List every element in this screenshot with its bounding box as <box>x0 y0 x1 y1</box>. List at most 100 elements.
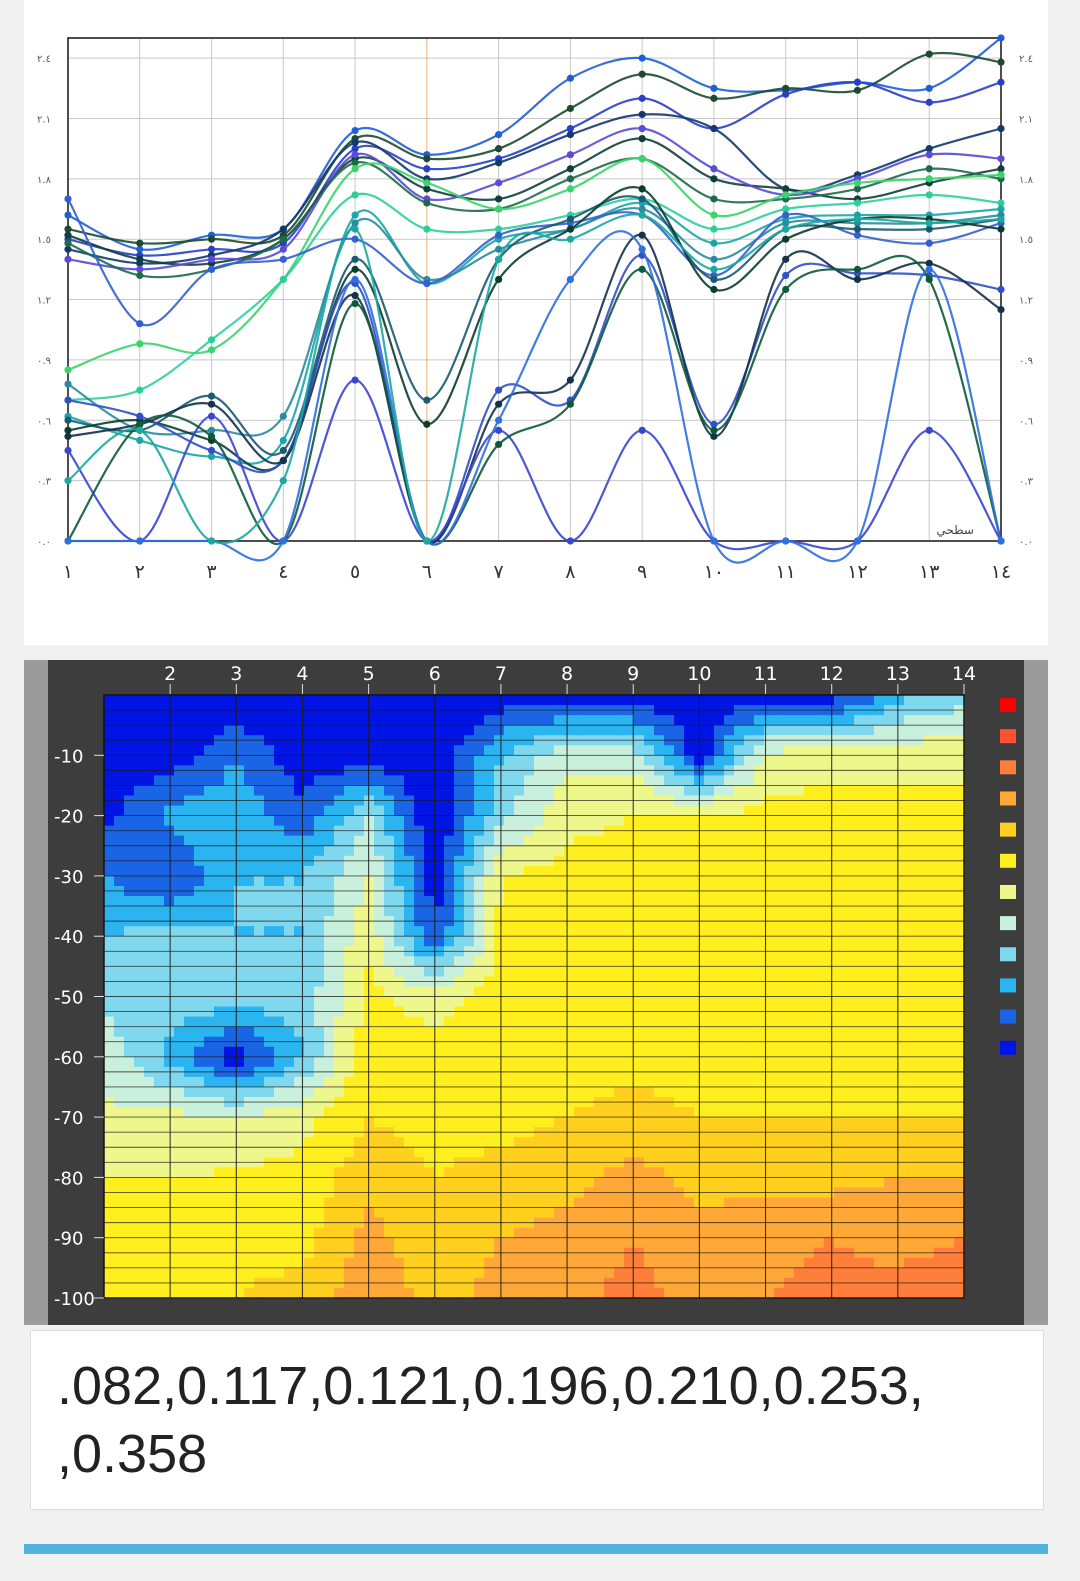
contour-cell <box>734 956 745 967</box>
contour-cell <box>194 966 205 977</box>
contour-cell <box>624 1107 635 1118</box>
contour-cell <box>894 1056 905 1068</box>
contour-cell <box>424 1026 435 1038</box>
contour-cell <box>944 1137 955 1148</box>
series-point <box>279 446 287 455</box>
contour-cell <box>164 1167 175 1178</box>
contour-cell <box>394 1117 405 1128</box>
contour-cell <box>544 875 555 887</box>
contour-cell <box>324 926 335 937</box>
contour-cell <box>234 1167 245 1178</box>
contour-cell <box>454 725 465 736</box>
contour-cell <box>304 1137 315 1148</box>
contour-cell <box>734 1117 745 1128</box>
contour-cell <box>524 906 535 917</box>
contour-cell <box>284 835 295 847</box>
contour-cell <box>444 966 455 977</box>
contour-cell <box>704 1107 715 1118</box>
contour-cell <box>114 815 125 827</box>
contour-cell <box>214 1167 225 1178</box>
contour-cell <box>504 1056 515 1068</box>
contour-cell <box>594 1117 605 1128</box>
contour-cell <box>904 1147 915 1158</box>
contour-cell <box>314 966 325 977</box>
contour-cell <box>174 1147 185 1158</box>
contour-cell <box>604 875 615 887</box>
contour-cell <box>944 896 955 907</box>
contour-cell <box>684 1227 695 1239</box>
series-point <box>782 285 790 294</box>
contour-cell <box>374 1026 385 1038</box>
contour-cell <box>884 755 895 766</box>
contour-cell <box>644 1046 655 1058</box>
contour-cell <box>474 805 485 817</box>
contour-cell <box>664 1016 675 1028</box>
contour-cell <box>194 785 205 797</box>
contour-cell <box>214 715 225 726</box>
contour-cell <box>114 1177 125 1189</box>
contour-cell <box>524 1056 535 1068</box>
contour-cell <box>604 1167 615 1178</box>
series-point <box>997 199 1005 207</box>
contour-cell <box>404 1056 415 1068</box>
series-point <box>207 265 216 273</box>
series-point <box>782 219 790 227</box>
contour-cell <box>854 845 865 857</box>
contour-cell <box>114 936 125 947</box>
contour-cell <box>604 1046 615 1058</box>
contour-cell <box>474 896 485 907</box>
contour-cell <box>724 896 735 907</box>
contour-cell <box>744 1046 755 1058</box>
contour-cell <box>584 1086 595 1098</box>
contour-cell <box>674 1086 685 1098</box>
contour-cell <box>144 725 155 736</box>
contour-cell <box>164 1086 175 1098</box>
contour-cell <box>334 1167 345 1178</box>
contour-cell <box>444 906 455 917</box>
contour-cell <box>194 695 205 706</box>
contour-cell <box>744 936 755 947</box>
contour-cell <box>754 1086 765 1098</box>
contour-cell <box>434 1137 445 1148</box>
series-point <box>279 477 287 485</box>
contour-cell <box>594 875 605 887</box>
contour-cell <box>394 1056 405 1068</box>
series-point <box>351 255 359 263</box>
series-point <box>64 446 72 455</box>
contour-cell <box>754 745 765 756</box>
contour-cell <box>584 1056 595 1068</box>
contour-cell <box>424 865 435 877</box>
contour-cell <box>464 906 475 917</box>
contour-cell <box>224 875 235 887</box>
contour-cell <box>554 865 565 877</box>
contour-cell <box>444 1167 455 1178</box>
contour-cell <box>294 1056 305 1068</box>
contour-cell <box>314 1197 325 1209</box>
contour-cell <box>184 845 195 857</box>
contour-cell <box>834 1026 845 1038</box>
contour-cell <box>464 755 475 766</box>
contour-cell <box>434 1056 445 1068</box>
contour-cell <box>844 745 855 756</box>
contour-cell <box>874 865 885 877</box>
contour-cell <box>354 875 365 887</box>
contour-cell <box>824 755 835 766</box>
contour-cell <box>304 755 315 766</box>
contour-cell <box>224 1107 235 1118</box>
contour-cell <box>824 896 835 907</box>
contour-cell <box>714 966 725 977</box>
contour-cell <box>244 875 255 887</box>
contour-cell <box>924 896 935 907</box>
contour-cell <box>674 1026 685 1038</box>
contour-cell <box>334 805 345 817</box>
contour-cell <box>384 1227 395 1239</box>
contour-cell <box>444 1227 455 1239</box>
contour-cell <box>204 1016 215 1028</box>
contour-cell <box>714 1046 725 1058</box>
contour-cell <box>514 1177 525 1189</box>
contour-cell <box>594 695 605 706</box>
contour-cell <box>674 1117 685 1128</box>
contour-cell <box>134 815 145 827</box>
contour-cell <box>174 986 185 998</box>
contour-cell <box>424 966 435 977</box>
